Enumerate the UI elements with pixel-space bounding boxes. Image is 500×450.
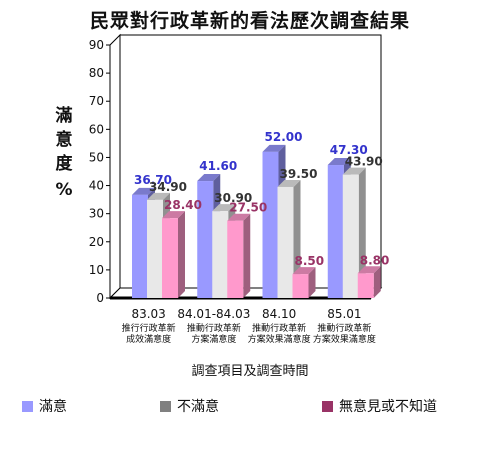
legend-item-dissatisfied: 不滿意 [160,396,219,416]
bar-top [227,213,251,221]
bar [277,186,294,298]
bar-side [178,211,185,298]
chart-side-wall [109,33,121,300]
chart-title: 民眾對行政革新的看法歷次調查結果 [89,10,410,32]
x-category-line2: 方案滿意度 [191,333,236,345]
legend-item-satisfied: 滿意 [22,396,67,416]
bar-top [162,211,185,219]
bar-top [197,174,221,182]
bar-top [277,179,301,187]
bar [227,220,244,298]
bar [357,273,374,298]
bar-top [212,204,236,212]
legend-label-satisfied: 滿意 [39,399,67,415]
legend-label-no-opinion: 無意見或不知道 [339,399,437,415]
y-axis-label: 滿意度 [55,106,73,174]
data-label: 34.90 [149,180,187,194]
data-label: 43.90 [345,155,383,169]
y-tick-label: 60 [89,122,104,136]
data-label: 41.60 [199,159,237,173]
data-label: 8.50 [295,254,325,268]
x-category-line1: 推動行政革新 [187,322,241,334]
x-category-line2: 成效滿意度 [126,333,171,345]
y-axis-unit: % [55,180,73,200]
bar-side [358,167,366,298]
bar [327,165,344,298]
bar [292,274,309,298]
bar [162,218,178,298]
legend-label-dissatisfied: 不滿意 [177,399,219,415]
bar [132,194,148,298]
y-tick-label: 40 [89,179,104,193]
bar-side [373,266,381,298]
data-label: 8.80 [360,253,390,267]
y-tick-label: 30 [89,207,104,221]
bar-side [308,267,316,298]
data-label: 27.50 [229,201,267,215]
x-tick-label: 84.10 [262,307,296,321]
x-category-line1: 推動行政革新 [317,322,371,334]
legend-item-no-opinion: 無意見或不知道 [322,396,437,416]
bar [342,174,359,298]
x-category-line1: 推動行政革新 [252,322,306,334]
bar [212,211,229,298]
x-tick-label: 85.01 [327,307,361,321]
bar-top [292,267,316,275]
data-label: 47.30 [330,143,368,157]
bar-top [357,266,381,274]
y-tick-label: 50 [89,150,104,164]
y-tick-label: 0 [96,291,104,305]
legend-swatch-dissatisfied [160,400,171,412]
data-label: 39.50 [280,167,318,181]
data-label: 28.40 [164,198,202,212]
data-label: 30.90 [214,191,252,205]
bar-top [147,192,170,200]
bar-top [262,144,286,152]
y-tick-label: 70 [89,94,104,108]
legend-swatch-satisfied [22,400,33,412]
bar-side [243,213,251,298]
y-tick-label: 90 [89,38,104,52]
bar [197,181,214,298]
y-tick-label: 80 [89,66,104,80]
data-label: 36.70 [134,173,172,187]
y-tick-label: 20 [89,235,104,249]
x-category-line2: 方案效果滿意度 [248,333,311,345]
x-tick-label: 84.01-84.03 [177,307,250,321]
data-label: 52.00 [265,130,303,144]
bar-top [327,158,351,166]
bar [262,151,279,298]
y-tick-label: 10 [89,263,104,277]
bar-top [132,187,155,195]
x-axis-label: 調查項目及調查時間 [191,364,309,379]
bar [147,199,163,298]
legend-swatch-no-opinion [322,400,333,412]
bar-top [342,167,366,175]
x-category-line2: 方案效果滿意度 [313,333,376,345]
x-tick-label: 83.03 [131,307,165,321]
x-category-line1: 推行行政革新 [122,322,176,334]
